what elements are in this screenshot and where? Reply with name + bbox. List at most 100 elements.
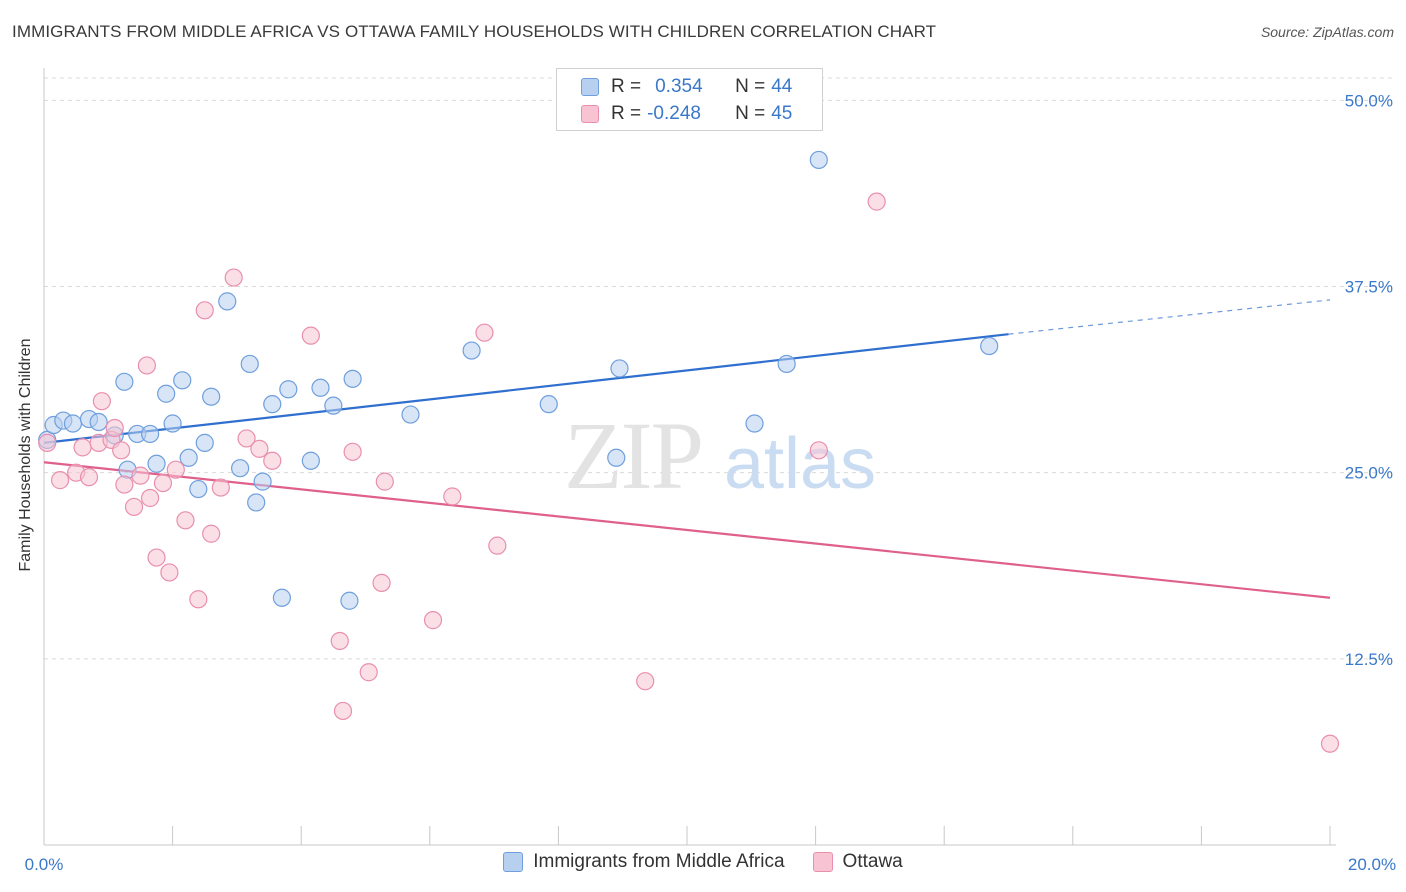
legend-label: Immigrants from Middle Africa (533, 851, 785, 872)
point-middle-africa (279, 380, 298, 399)
tick-labels: 12.5% 25.0% 37.5% 50.0% 0.0% 20.0% (25, 91, 1396, 874)
point-middle-africa (340, 591, 359, 610)
legend-swatch-blue (581, 78, 599, 96)
point-ottawa (263, 451, 282, 470)
point-middle-africa (980, 336, 999, 356)
point-ottawa (211, 478, 230, 497)
point-middle-africa (343, 369, 362, 388)
trend-line-middle-africa-extension (1008, 299, 1331, 335)
point-middle-africa (324, 396, 343, 415)
point-ottawa (375, 472, 394, 491)
point-middle-africa (401, 405, 420, 424)
point-ottawa (423, 611, 443, 630)
point-middle-africa (147, 454, 166, 473)
point-middle-africa (247, 493, 266, 512)
point-ottawa (372, 573, 391, 592)
point-middle-africa (115, 372, 134, 391)
point-ottawa (176, 511, 195, 530)
point-ottawa (330, 631, 349, 651)
point-ottawa (202, 524, 221, 543)
y-tick-label: 12.5% (1345, 650, 1393, 669)
point-ottawa (250, 439, 269, 458)
point-ottawa (73, 438, 92, 457)
legend-n-value: 45 (771, 103, 793, 124)
watermark: ZIP atlas (564, 402, 876, 509)
data-points (38, 150, 1340, 753)
point-ottawa (333, 701, 353, 721)
point-ottawa (224, 268, 243, 287)
point-middle-africa (202, 387, 221, 406)
point-ottawa (809, 441, 828, 460)
legend-n-value: 44 (771, 76, 793, 97)
point-ottawa (195, 301, 214, 320)
point-middle-africa (189, 479, 208, 499)
point-ottawa (137, 356, 156, 375)
legend-r-label: R = (611, 103, 642, 124)
point-middle-africa (253, 472, 272, 491)
point-ottawa (359, 663, 378, 682)
point-ottawa (147, 548, 166, 567)
legend-n-label: N = (735, 103, 766, 124)
point-middle-africa (263, 395, 282, 414)
point-middle-africa (63, 414, 83, 433)
point-middle-africa (462, 341, 481, 360)
point-middle-africa (272, 588, 292, 607)
axes (43, 68, 1336, 846)
point-ottawa (79, 468, 99, 487)
point-middle-africa (195, 433, 214, 452)
point-ottawa (475, 323, 494, 342)
point-ottawa (105, 418, 124, 438)
legend-swatch-pink (581, 105, 599, 123)
legend-item-middle-africa: Immigrants from Middle Africa (503, 851, 785, 873)
point-ottawa (115, 475, 134, 494)
point-ottawa (867, 192, 886, 211)
trend-line-middle-africa (43, 333, 1009, 444)
legend-item-ottawa: Ottawa (812, 851, 903, 873)
point-ottawa (160, 563, 179, 582)
point-middle-africa (157, 384, 176, 403)
legend-r-value: 0.354 (655, 76, 703, 97)
point-middle-africa (301, 451, 320, 470)
point-middle-africa (311, 378, 330, 397)
point-middle-africa (745, 414, 764, 433)
x-tick-label: 20.0% (1348, 855, 1396, 874)
x-tick-label: 0.0% (25, 855, 64, 874)
legend-swatch-pink (812, 852, 833, 872)
point-middle-africa (539, 395, 558, 414)
y-tick-label: 25.0% (1345, 464, 1393, 483)
source-note: Source: ZipAtlas.com (1260, 24, 1394, 40)
point-ottawa (636, 672, 655, 691)
point-middle-africa (89, 412, 108, 432)
legend-row-pink: R = -0.248 N = 45 (581, 103, 792, 125)
point-ottawa (301, 326, 320, 345)
point-ottawa (153, 473, 173, 493)
y-tick-label: 50.0% (1345, 91, 1393, 110)
point-ottawa (189, 590, 208, 609)
point-middle-africa (163, 414, 182, 433)
point-ottawa (488, 536, 507, 555)
point-middle-africa (777, 354, 796, 374)
point-middle-africa (607, 448, 626, 467)
point-middle-africa (218, 292, 237, 311)
point-ottawa (92, 392, 111, 411)
point-ottawa (38, 433, 57, 452)
legend-r-label: R = (611, 76, 642, 97)
point-ottawa (1320, 734, 1340, 753)
point-ottawa (166, 460, 185, 479)
point-ottawa (140, 488, 160, 508)
point-ottawa (443, 487, 462, 506)
point-middle-africa (140, 424, 160, 444)
point-middle-africa (610, 359, 629, 378)
point-ottawa (112, 441, 131, 460)
watermark-atlas: atlas (724, 424, 876, 504)
point-ottawa (343, 442, 362, 461)
point-ottawa (237, 429, 256, 448)
legend-r-value: -0.248 (647, 103, 701, 124)
point-middle-africa (179, 448, 198, 467)
chart-title: IMMIGRANTS FROM MIDDLE AFRICA VS OTTAWA … (12, 22, 937, 41)
point-middle-africa (231, 459, 250, 478)
point-ottawa (131, 466, 150, 485)
watermark-zip: ZIP (564, 402, 702, 509)
series-legend: Immigrants from Middle Africa Ottawa (0, 851, 1406, 873)
